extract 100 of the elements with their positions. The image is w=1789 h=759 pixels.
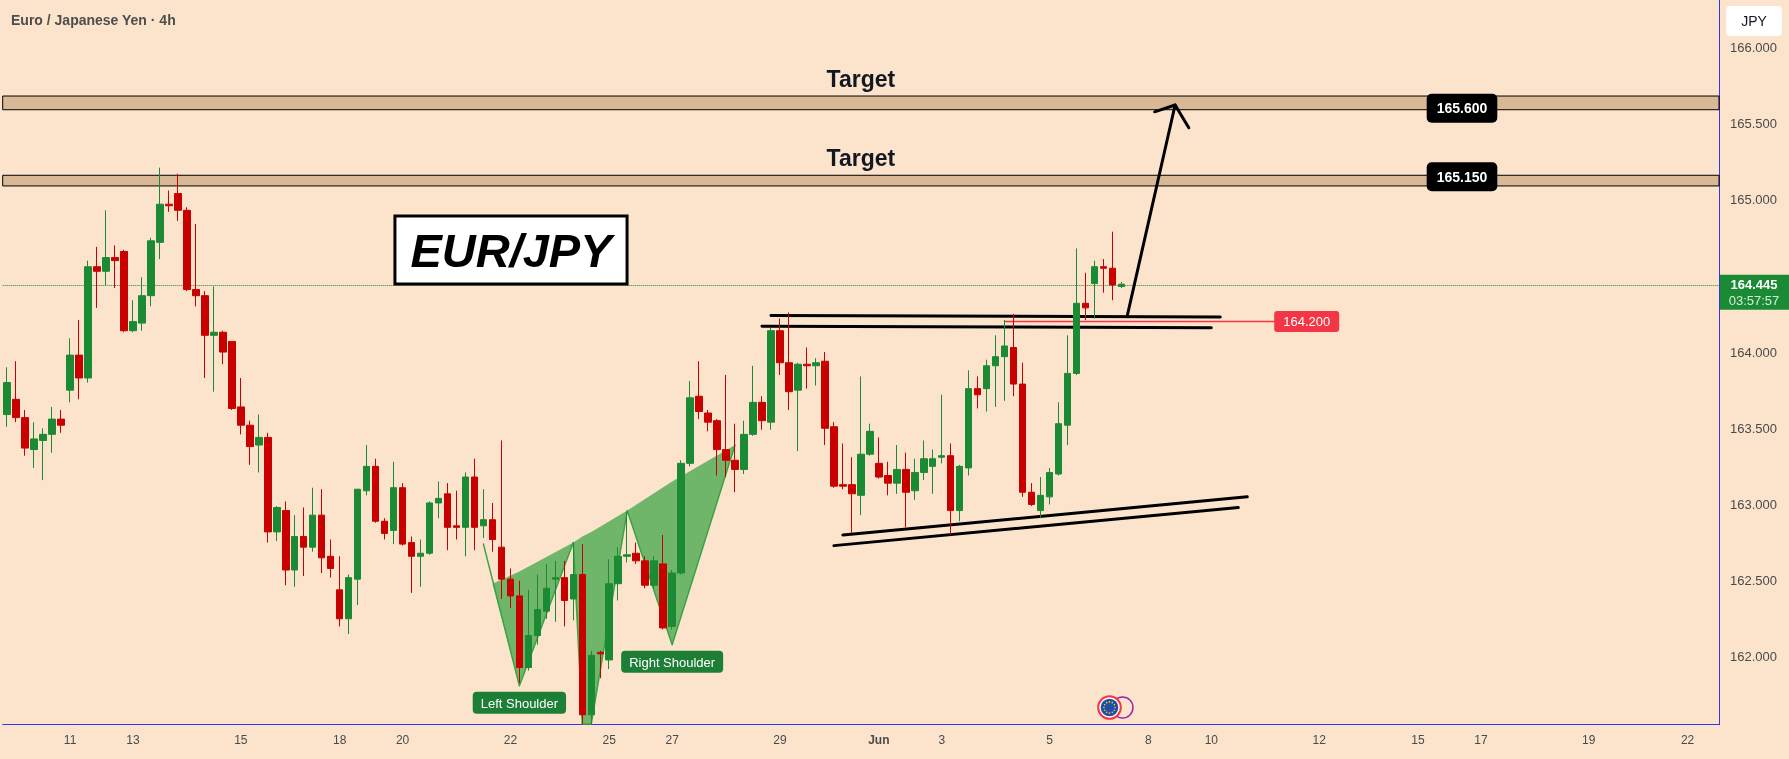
y-tick-label: 162.000 — [1730, 649, 1777, 665]
candlestick — [471, 458, 478, 551]
x-tick-label: 22 — [1680, 732, 1695, 747]
x-tick-label: 22 — [503, 732, 518, 747]
candlestick — [570, 542, 577, 621]
data-label: 164.200 — [1283, 314, 1331, 330]
candlestick — [1010, 313, 1017, 397]
candlestick — [489, 502, 496, 553]
candlestick — [1037, 476, 1044, 519]
candlestick — [579, 543, 586, 725]
candlestick — [309, 487, 316, 553]
candlestick — [794, 362, 802, 452]
x-tick-label: 3 — [938, 732, 946, 747]
y-tick-label: 163.000 — [1730, 496, 1777, 512]
candlestick — [498, 439, 505, 600]
x-tick-label: Jun — [868, 732, 890, 747]
candlestick — [318, 488, 325, 574]
candlestick — [1028, 482, 1035, 507]
candlestick — [66, 337, 74, 403]
candlestick — [974, 375, 981, 409]
candlestick — [417, 539, 424, 588]
band-label: Target — [826, 66, 896, 93]
x-tick-label: 29 — [773, 732, 787, 747]
candlestick — [758, 395, 766, 431]
x-tick-label: 11 — [63, 732, 77, 747]
annotation: Left Shoulder — [480, 695, 559, 711]
y-tick-label: 166.000 — [1730, 39, 1777, 55]
candlestick — [812, 357, 820, 387]
candlestick — [561, 560, 568, 627]
x-tick-label: 19 — [1582, 732, 1596, 747]
candlestick — [965, 369, 972, 477]
text: 03:57:57 — [1728, 292, 1780, 308]
candlestick — [552, 560, 559, 623]
candlestick — [345, 574, 352, 635]
candlestick — [75, 319, 83, 400]
ref-line-label: 164.445 — [1730, 276, 1778, 292]
candlestick — [803, 346, 811, 390]
candlestick — [992, 334, 999, 408]
annotation: 165.150 — [1436, 168, 1488, 185]
candlestick — [983, 359, 990, 412]
candlestick — [516, 580, 523, 684]
candlestick — [453, 490, 460, 541]
x-tick-label: 20 — [395, 732, 410, 747]
annotation: Right Shoulder — [629, 654, 716, 670]
x-tick-label: 12 — [1312, 732, 1327, 747]
candlestick — [408, 535, 415, 594]
candlestick — [543, 563, 550, 620]
candlestick — [93, 246, 101, 309]
x-tick-label: 18 — [332, 732, 347, 747]
candlestick — [956, 464, 963, 522]
y-tick-label: 165.000 — [1730, 192, 1777, 208]
candlestick — [291, 514, 298, 588]
candlestick — [255, 414, 263, 473]
candlestick — [1046, 467, 1053, 505]
x-tick-label: 8 — [1145, 732, 1153, 747]
candlestick — [534, 574, 541, 646]
candlestick — [3, 366, 11, 428]
candlestick — [1109, 231, 1116, 301]
candlestick — [893, 444, 901, 495]
y-tick-label: 162.500 — [1730, 573, 1777, 589]
candlestick — [435, 481, 442, 519]
x-tick-label: 15 — [234, 732, 248, 747]
candlestick — [507, 567, 514, 609]
candlestick — [767, 327, 775, 431]
x-tick-label: 5 — [1046, 732, 1054, 747]
candlestick — [902, 452, 910, 528]
candlestick — [1055, 401, 1062, 477]
candlestick — [1100, 258, 1107, 294]
candlestick — [588, 650, 595, 725]
candlestick — [1019, 362, 1026, 498]
candlestick — [282, 500, 290, 586]
candlestick — [597, 650, 604, 679]
candlestick — [947, 443, 954, 536]
x-tick-label: 13 — [126, 732, 140, 747]
y-tick-label: 165.500 — [1730, 115, 1777, 131]
y-tick-label: 163.500 — [1730, 420, 1777, 436]
x-tick-label: 27 — [665, 732, 680, 747]
candlestick — [327, 539, 334, 579]
candlestick — [695, 360, 703, 420]
candlestick — [462, 471, 469, 557]
candlestick — [650, 555, 658, 589]
candlestick — [336, 555, 343, 627]
x-tick-label: 25 — [602, 732, 617, 747]
candlestick — [938, 394, 945, 464]
candlestick — [426, 500, 433, 556]
candlestick — [399, 482, 406, 547]
candlestick — [57, 409, 65, 434]
candlestick — [1082, 272, 1089, 321]
annotation: 165.600 — [1436, 100, 1488, 117]
candlestick — [273, 505, 281, 542]
candlestick — [354, 488, 361, 606]
candlestick — [525, 589, 532, 672]
candlestick — [1001, 319, 1008, 402]
y-axis-title: JPY — [1741, 13, 1768, 29]
candlestick — [300, 507, 307, 577]
x-tick-label: 15 — [1411, 732, 1425, 747]
candlestick — [390, 461, 397, 545]
candlestick — [1064, 334, 1071, 446]
candlestick — [659, 534, 667, 630]
candlestick — [363, 444, 370, 496]
